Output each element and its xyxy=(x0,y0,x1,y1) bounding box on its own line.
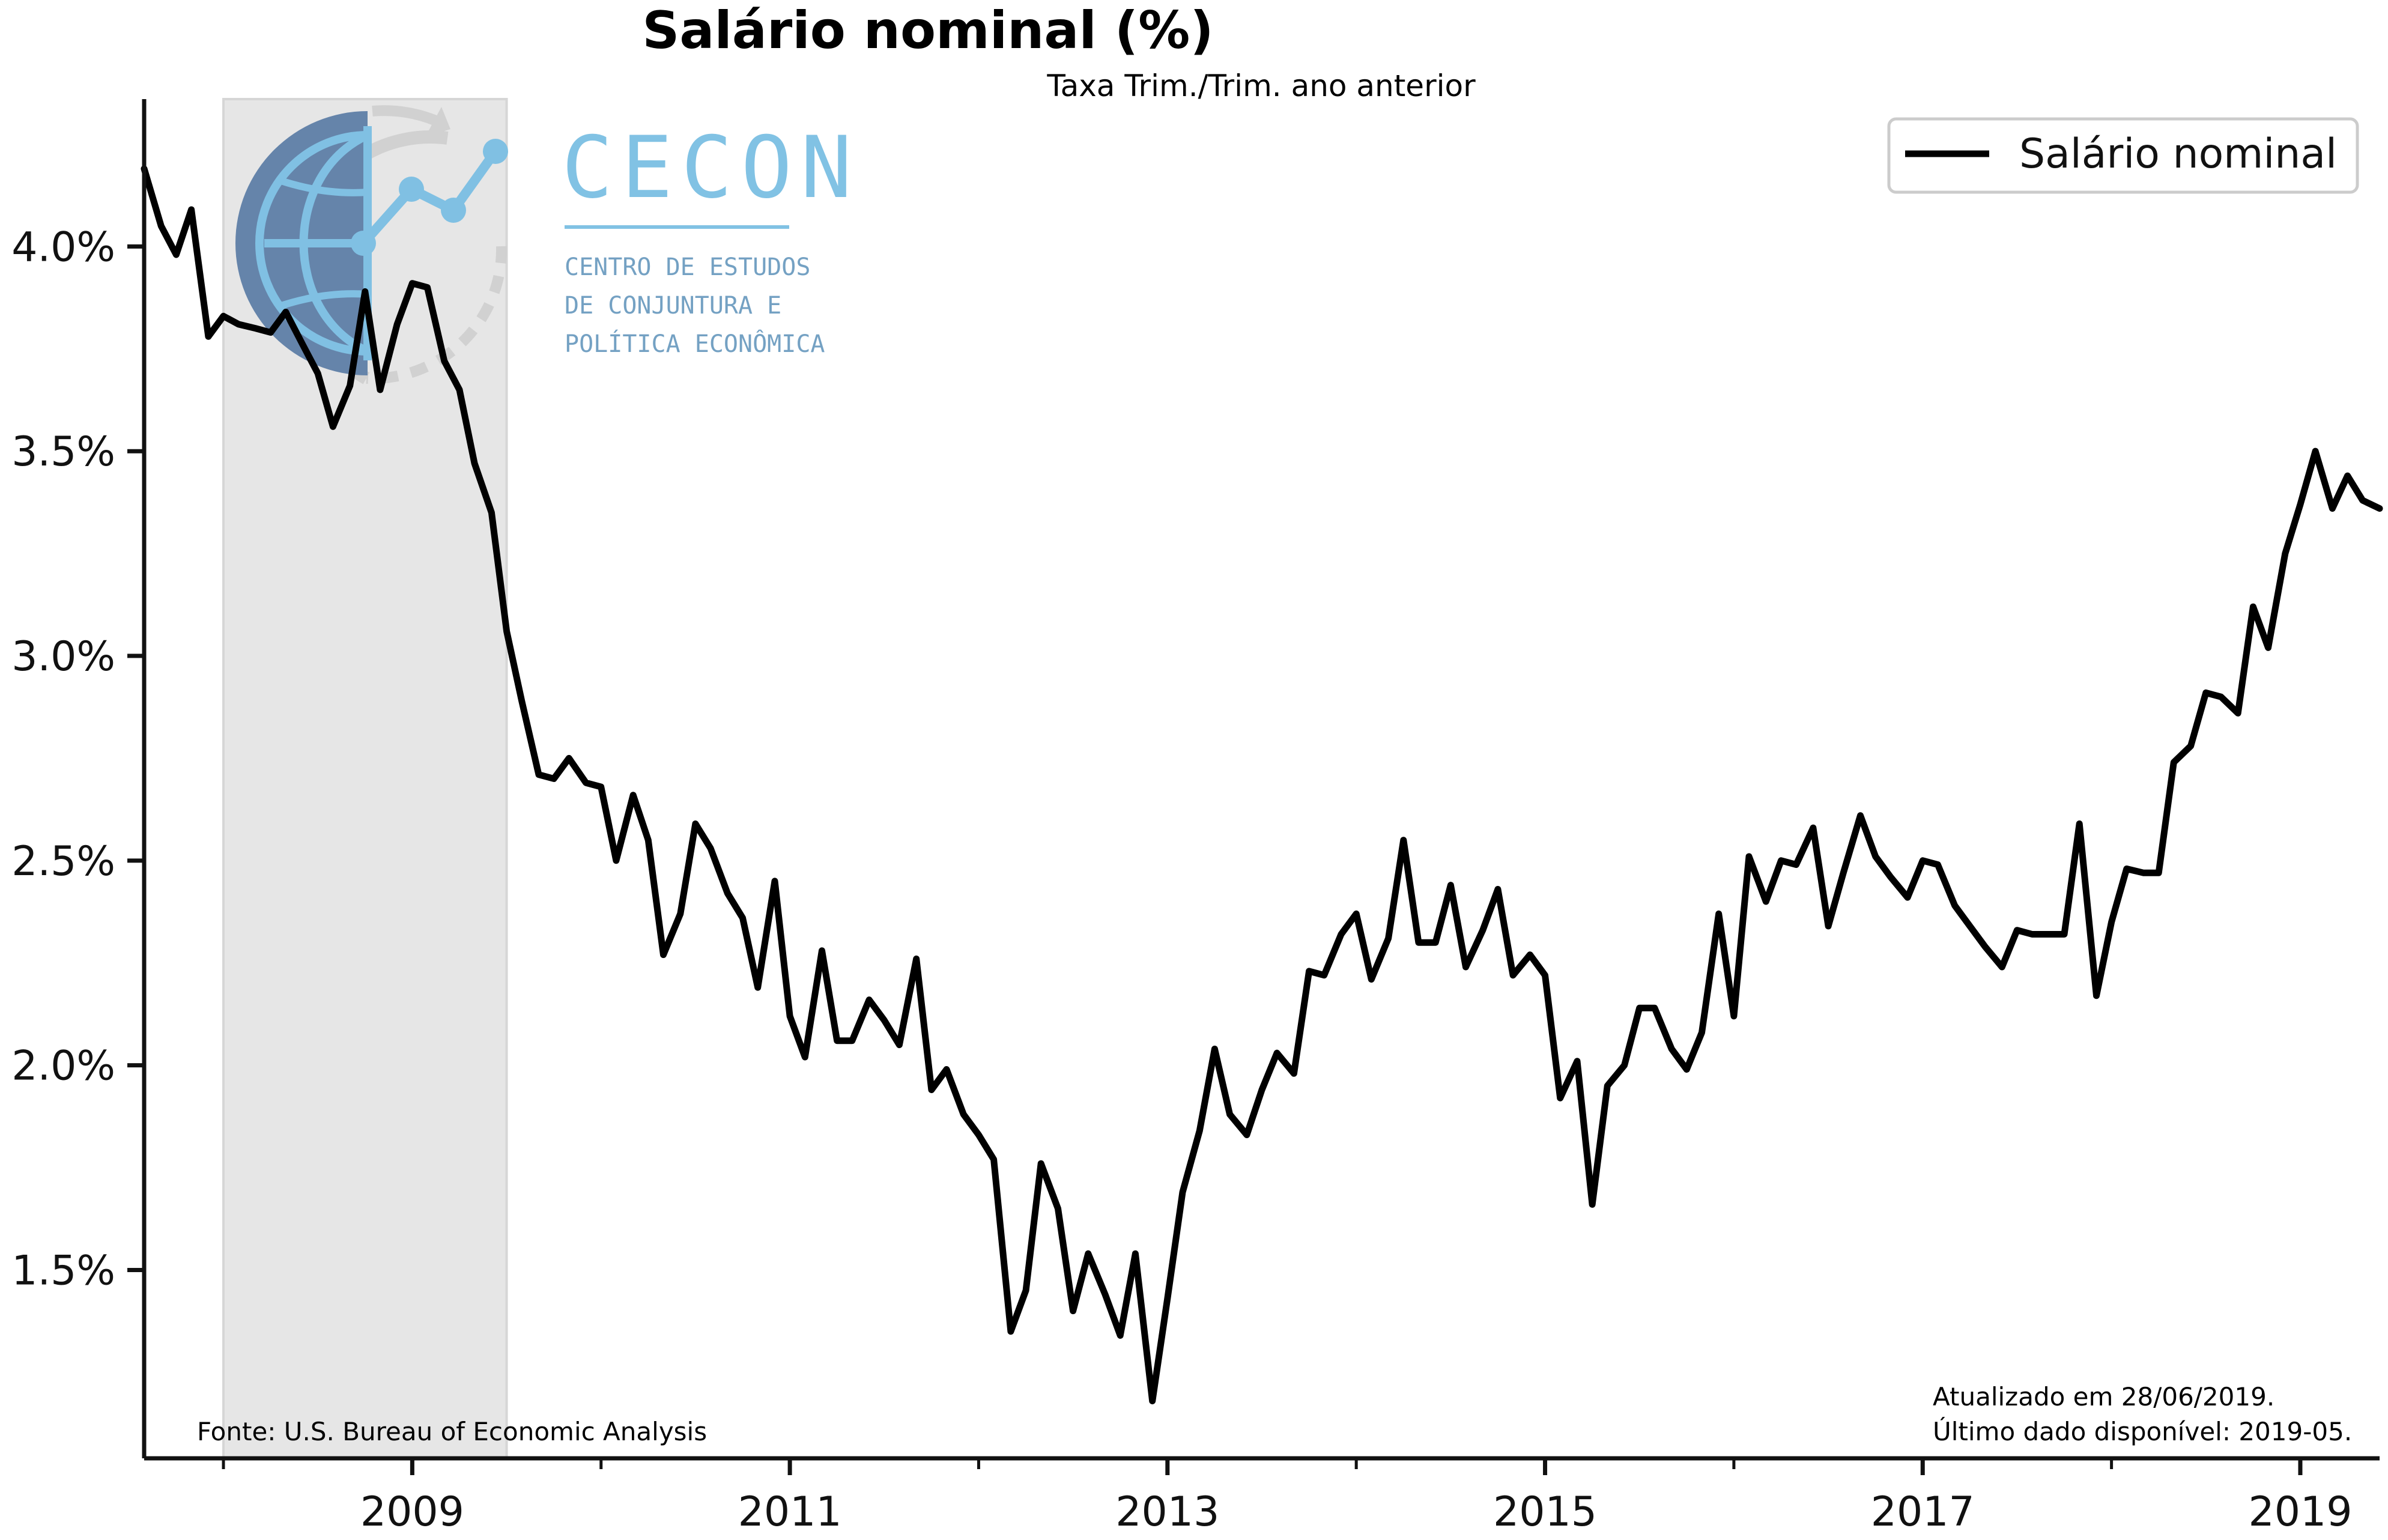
logo-dot xyxy=(441,198,466,223)
cecon-logo: CECON CENTRO DE ESTUDOS DE CONJUNTURA E … xyxy=(235,105,860,384)
chart-title: Salário nominal (%) xyxy=(642,1,1213,61)
y-tick-label: 2.0% xyxy=(11,1043,115,1090)
logo-dot xyxy=(483,139,508,164)
logo-globe-outline xyxy=(255,131,368,356)
logo-arc-dashed xyxy=(366,246,508,384)
source-note: Fonte: U.S. Bureau of Economic Analysis xyxy=(197,1417,707,1446)
legend: Salário nominal xyxy=(1887,117,2359,194)
y-tick-label: 3.0% xyxy=(11,633,115,681)
logo-line-2: DE CONJUNTURA E xyxy=(565,292,781,320)
updated-note: Atualizado em 28/06/2019. xyxy=(1933,1382,2274,1411)
y-tick-label: 4.0% xyxy=(11,223,115,271)
chart-subtitle: Taxa Trim./Trim. ano anterior xyxy=(1046,68,1476,103)
legend-box xyxy=(1887,117,2359,194)
legend-label: Salário nominal xyxy=(2019,130,2337,178)
x-tick-label: 2009 xyxy=(360,1488,464,1536)
logo-growth-line xyxy=(360,148,500,247)
y-tick-label: 1.5% xyxy=(11,1247,115,1294)
logo-globe-lat-bottom xyxy=(278,290,368,310)
y-tick-label: 3.5% xyxy=(11,428,115,476)
y-ticks: 1.5% 2.0% 2.5% 3.0% 3.5% 4.0% xyxy=(11,223,144,1294)
logo-dot xyxy=(399,177,424,202)
x-tick-label: 2015 xyxy=(1493,1488,1597,1536)
x-tick-label: 2011 xyxy=(738,1488,842,1536)
x-ticks: 2009 2011 2013 2015 2017 2019 xyxy=(222,1458,2353,1536)
logo-dot xyxy=(351,231,376,256)
last-data-note: Último dado disponível: 2019-05. xyxy=(1933,1416,2352,1446)
logo-divider xyxy=(565,225,789,229)
x-tick-label: 2017 xyxy=(1871,1488,1975,1536)
logo-line-1: CENTRO DE ESTUDOS xyxy=(565,253,810,281)
logo-arrow-icon xyxy=(425,107,450,137)
x-tick-label: 2019 xyxy=(2248,1488,2352,1536)
y-tick-label: 2.5% xyxy=(11,838,115,885)
logo-line-3: POLÍTICA ECONÔMICA xyxy=(565,329,825,358)
x-tick-label: 2013 xyxy=(1115,1488,1219,1536)
logo-wordmark: CECON xyxy=(562,118,860,217)
series-line-salario-nominal xyxy=(141,165,2383,1405)
logo-globe-lat-top xyxy=(278,177,368,196)
